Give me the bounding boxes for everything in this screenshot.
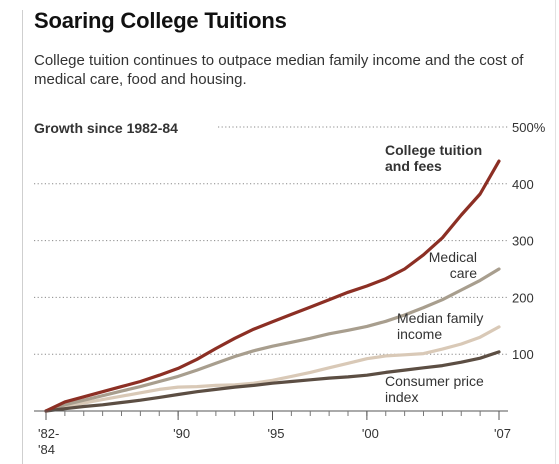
series-line: [44, 267, 501, 413]
series-label: Medical: [429, 249, 477, 265]
x-tick-label: '90: [173, 426, 190, 441]
left-border-rule: [22, 10, 23, 464]
x-tick-label: '07: [494, 426, 511, 441]
x-tick-label: '84: [38, 442, 55, 457]
series-label: care: [450, 265, 477, 281]
series-label: College tuition: [385, 142, 482, 158]
y-tick-label: 500%: [512, 120, 546, 135]
x-tick-label: '82-: [38, 426, 59, 441]
y-tick-label: 300: [512, 234, 534, 249]
y-tick-label: 400: [512, 177, 534, 192]
series-line: [44, 350, 501, 413]
y-tick-label: 200: [512, 290, 534, 305]
series-line: [44, 159, 501, 413]
series-label: Median family: [397, 310, 483, 326]
series-label: index: [385, 389, 418, 405]
series-label: Consumer price: [385, 373, 484, 389]
page-subtitle: College tuition continues to outpace med…: [34, 52, 524, 88]
x-tick-label: '95: [268, 426, 285, 441]
y-tick-label: 100: [512, 347, 534, 362]
page-title: Soaring College Tuitions: [34, 8, 287, 33]
series-label: income: [397, 326, 442, 342]
x-tick-label: '00: [362, 426, 379, 441]
series-line: [44, 325, 501, 413]
chart-title: Growth since 1982-84: [34, 120, 178, 136]
right-border-rule: [555, 0, 556, 464]
series-label: and fees: [385, 158, 442, 174]
